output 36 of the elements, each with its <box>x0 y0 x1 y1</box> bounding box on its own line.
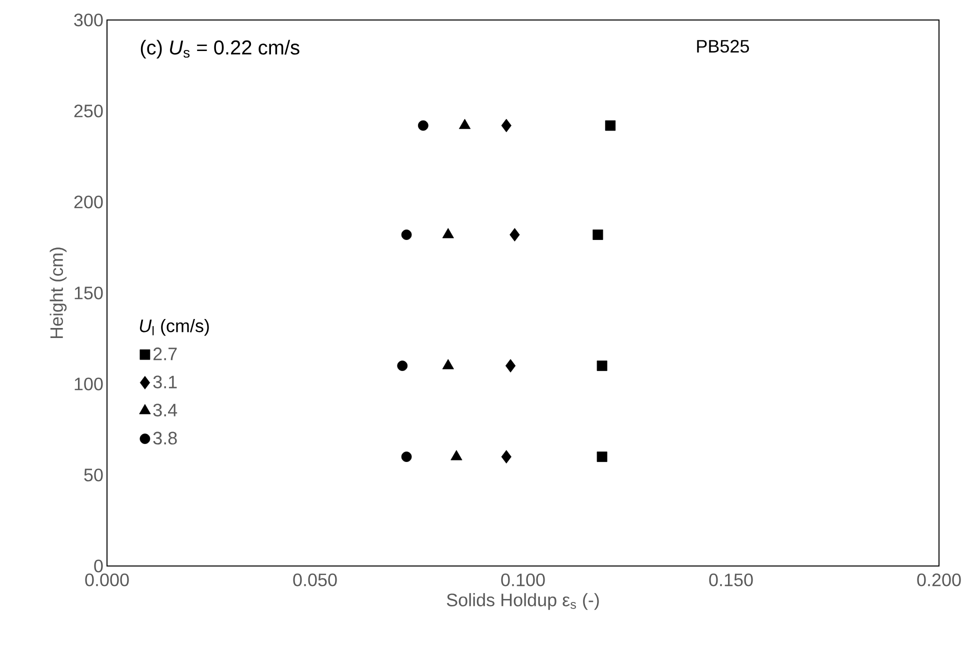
point <box>510 228 520 242</box>
point <box>605 120 616 131</box>
legend-label: 3.1 <box>153 376 177 388</box>
point <box>450 450 462 460</box>
y-tick-label: 0 <box>94 560 103 572</box>
x-tick-label: 0.050 <box>293 574 337 586</box>
y-tick-label: 50 <box>84 468 103 482</box>
point <box>505 359 516 372</box>
y-axis-title: Height (cm) <box>50 248 67 338</box>
annotation: PB525 <box>697 40 749 53</box>
x-tick-label: 0.000 <box>85 574 129 586</box>
point <box>418 120 428 131</box>
point <box>442 359 454 370</box>
point <box>397 360 408 371</box>
annotation: (c) U$_{s}$ = 0.22 cm/s <box>140 40 300 59</box>
x-tick-label: 0.150 <box>709 574 753 586</box>
y-tick-label: 200 <box>74 196 103 208</box>
y-tick-label: 250 <box>74 104 103 118</box>
legend-title: U$_{l}$ (cm/s) <box>140 319 209 336</box>
legend-label: 3.8 <box>153 432 177 445</box>
x-tick-label: 0.100 <box>501 574 545 586</box>
point <box>401 452 412 462</box>
point <box>442 228 454 238</box>
legend-label: 2.7 <box>154 348 177 360</box>
point <box>596 360 608 371</box>
point <box>401 230 412 240</box>
x-tick-label: 0.200 <box>917 574 961 586</box>
y-tick-label: 100 <box>74 378 103 390</box>
legend-label: 3.4 <box>153 404 178 416</box>
point <box>596 452 608 462</box>
y-tick-label: 300 <box>74 14 103 26</box>
y-tick-label: 150 <box>74 286 103 300</box>
x-axis-title: Solids Holdup ε$_{s}$ (-) <box>446 593 599 610</box>
point <box>501 450 512 464</box>
point <box>501 118 512 132</box>
point <box>592 230 604 240</box>
